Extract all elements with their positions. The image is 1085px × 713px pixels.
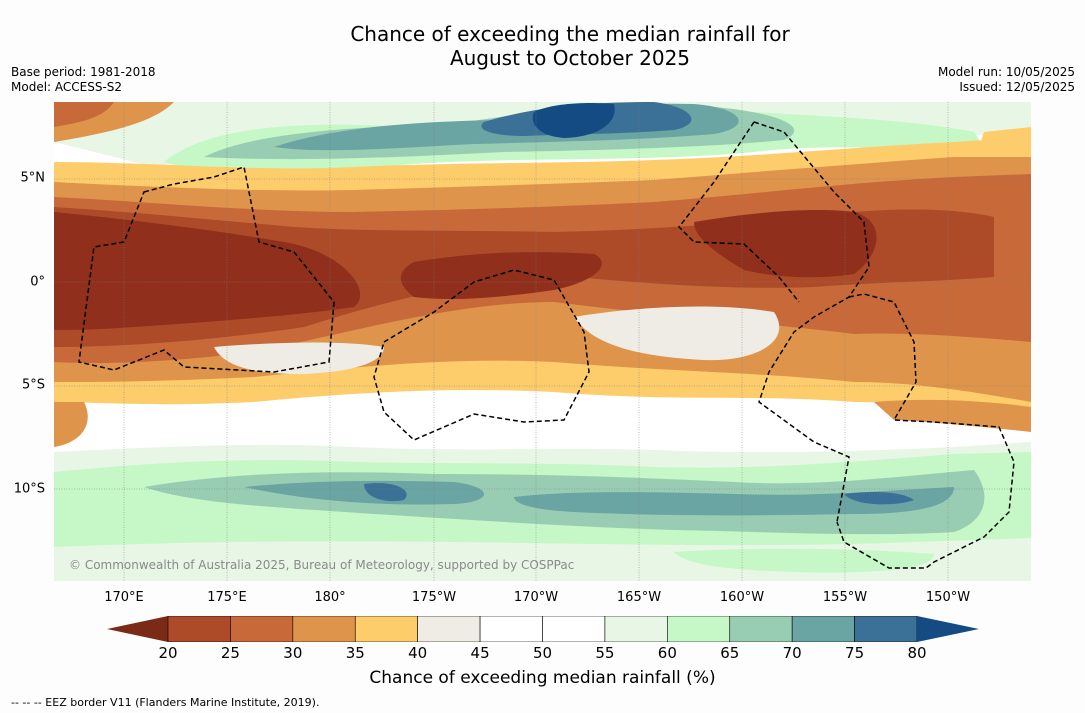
colorbar-segment — [417, 616, 481, 642]
band-south-green-bottom — [674, 548, 934, 573]
lon-label-160w: 160°W — [719, 590, 765, 605]
eez-border-kiribati-phoenix — [373, 269, 590, 441]
lon-label-150w: 150°W — [925, 590, 971, 605]
lat-label-5n: 5°N — [20, 170, 46, 186]
colorbar-tick-label: 60 — [657, 644, 677, 662]
colorbar-segment — [167, 616, 231, 642]
colorbar-tick-label: 70 — [782, 644, 802, 662]
lon-label-165w: 165°W — [616, 590, 662, 605]
base-period-text: Base period: 1981-2018 — [11, 65, 156, 79]
eez-border-kiribati-line — [753, 121, 870, 523]
band-south-blue — [364, 483, 407, 502]
rainfall-map — [54, 102, 1031, 581]
colorbar-tick-label: 50 — [532, 644, 553, 662]
colorbar-tick-label: 65 — [720, 644, 740, 662]
colorbar-tick-label: 30 — [283, 644, 303, 662]
eez-border-east — [836, 293, 1015, 569]
colorbar-segment — [791, 616, 855, 642]
band-dry-20-mid — [400, 252, 602, 300]
band-south-teal-dark — [244, 480, 484, 505]
colorbar-label: Chance of exceeding median rainfall (%) — [369, 668, 716, 688]
map-title: Chance of exceeding the median rainfall … — [0, 22, 1085, 70]
colorbar — [107, 616, 979, 642]
eez-footnote: -- -- -- EEZ border V11 (Flanders Marine… — [11, 696, 320, 709]
colorbar-segment — [479, 616, 543, 642]
se-orange-patch — [874, 399, 1031, 432]
band-dry-45-patch — [574, 306, 780, 361]
lon-label-175e: 175°E — [207, 590, 247, 605]
colorbar-tick-label: 35 — [345, 644, 365, 662]
lon-label-155w: 155°W — [822, 590, 868, 605]
colorbar-segment — [354, 616, 418, 642]
copyright-text: © Commonwealth of Australia 2025, Bureau… — [69, 558, 575, 572]
eez-border-kiribati-gilbert — [78, 166, 335, 373]
map-title-line2: August to October 2025 — [449, 46, 691, 70]
colorbar-tick-label: 20 — [158, 644, 178, 662]
model-run-text: Model run: 10/05/2025 — [937, 65, 1075, 79]
meta-right: Model run: 10/05/2025 Issued: 12/05/2025 — [938, 65, 1075, 95]
colorbar-below-arrow — [107, 616, 168, 642]
colorbar-segment — [729, 616, 793, 642]
eez-borders — [78, 121, 1015, 569]
band-dry-45-west — [214, 342, 384, 374]
band-south-blue-east — [844, 492, 914, 505]
colorbar-above-arrow — [917, 616, 979, 642]
band-dry-20-west — [54, 212, 361, 330]
sw-orange-patch — [54, 402, 88, 447]
colorbar-segments — [167, 616, 918, 642]
colorbar-tick-label: 45 — [470, 644, 490, 662]
lon-label-180: 180° — [314, 590, 346, 605]
colorbar-segment — [292, 616, 356, 642]
map-title-line1: Chance of exceeding the median rainfall … — [350, 22, 790, 46]
eez-border-line-north — [678, 121, 800, 303]
band-dry-20-east — [694, 210, 877, 278]
lat-label-5s: 5°S — [21, 377, 45, 393]
colorbar-segment — [542, 616, 606, 642]
colorbar-tick-label: 80 — [907, 644, 927, 662]
model-text: Model: ACCESS-S2 — [11, 80, 123, 94]
colorbar-tick-label: 55 — [595, 644, 615, 662]
colorbar-segment — [667, 616, 731, 642]
colorbar-segment — [604, 616, 668, 642]
lon-label-175w: 175°W — [411, 590, 457, 605]
colorbar-segment — [230, 616, 294, 642]
colorbar-tick-label: 40 — [408, 644, 428, 662]
issued-text: Issued: 12/05/2025 — [959, 80, 1075, 94]
lon-label-170w: 170°W — [513, 590, 559, 605]
lon-label-170e: 170°E — [104, 590, 144, 605]
colorbar-tick-label: 75 — [845, 644, 865, 662]
nw-orange-tongue — [54, 102, 114, 127]
band-south-teal-dark-east — [514, 487, 954, 516]
graticule — [54, 102, 1031, 581]
lat-label-10s: 10°S — [13, 481, 45, 497]
lat-label-equator: 0° — [30, 274, 45, 290]
colorbar-tick-label: 25 — [220, 644, 240, 662]
band-north-darkblue — [532, 102, 615, 138]
meta-left: Base period: 1981-2018 Model: ACCESS-S2 — [11, 65, 156, 95]
colorbar-segment — [854, 616, 918, 642]
